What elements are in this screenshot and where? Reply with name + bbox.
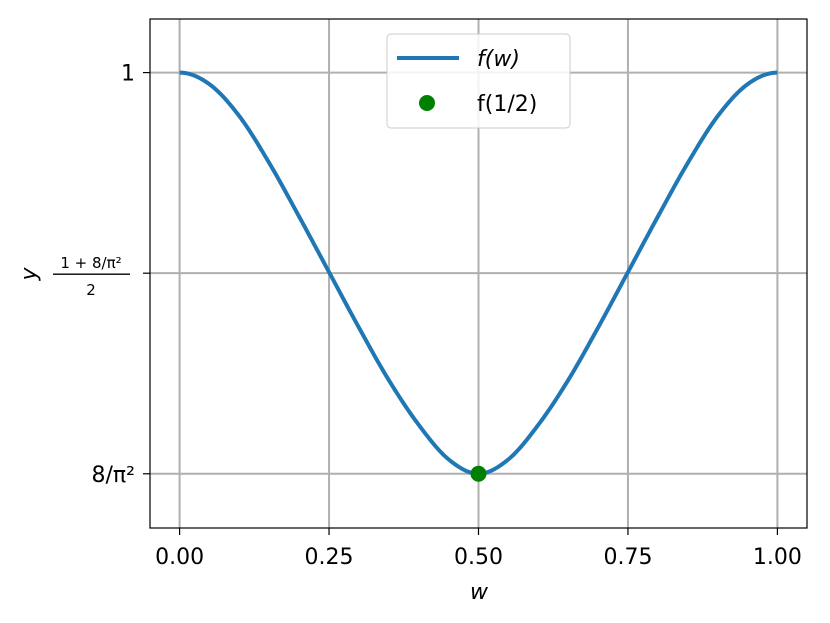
legend-marker-swatch (419, 95, 435, 111)
y-tick-label-numerator: 1 + 8/π² (60, 254, 121, 272)
y-tick-label: 1 (121, 62, 135, 87)
series-layer (179, 70, 778, 482)
legend-label-curve: f(w) (477, 47, 520, 72)
legend: f(w) f(1/2) (386, 33, 571, 129)
x-tick-label: 1.00 (753, 545, 802, 570)
x-tick-label: 0.75 (603, 545, 652, 570)
y-axis-label: y (17, 267, 42, 282)
x-axis-label: w (470, 580, 489, 605)
series-point-f-half (470, 465, 487, 482)
y-tick-label-denominator: 2 (86, 281, 96, 299)
x-axis: 0.00 0.25 0.50 0.75 1.00 (155, 528, 802, 570)
y-axis: 8/π² 1 + 8/π² 2 1 (53, 62, 150, 488)
y-tick-label: 8/π² (92, 463, 135, 488)
x-tick-label: 0.50 (454, 545, 503, 570)
x-tick-label: 0.00 (155, 545, 204, 570)
x-tick-label: 0.25 (305, 545, 354, 570)
legend-label-point: f(1/2) (477, 92, 537, 117)
